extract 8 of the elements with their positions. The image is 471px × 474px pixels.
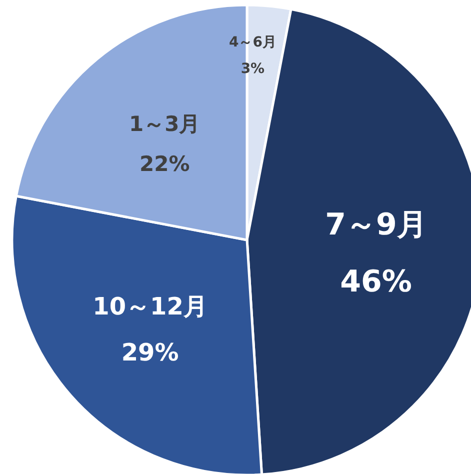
slice-label: 1～3月 [128,112,200,136]
data-label: 46% [340,264,412,300]
data-label: 3% [240,61,265,78]
slice-label: 4～6月 [228,34,276,51]
slice-label: 10～12月 [92,292,208,321]
data-label: 29% [121,338,179,366]
data-label: 22% [139,152,190,176]
slice-label: 7～9月 [325,208,427,243]
